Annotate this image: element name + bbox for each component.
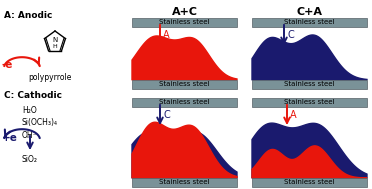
- Text: Stainless steel: Stainless steel: [284, 180, 335, 185]
- Text: A: A: [163, 30, 170, 40]
- Text: C: C: [163, 110, 170, 120]
- Text: Stainless steel: Stainless steel: [159, 180, 210, 185]
- Text: C: C: [287, 30, 294, 40]
- Text: Stainless steel: Stainless steel: [159, 81, 210, 88]
- Text: polypyrrole: polypyrrole: [28, 74, 71, 83]
- FancyBboxPatch shape: [132, 98, 237, 107]
- Text: -e: -e: [2, 60, 13, 70]
- Text: A: A: [290, 110, 296, 120]
- FancyBboxPatch shape: [252, 18, 367, 27]
- Text: N: N: [52, 37, 58, 43]
- FancyBboxPatch shape: [132, 18, 237, 27]
- Polygon shape: [252, 35, 367, 80]
- Text: SiO₂: SiO₂: [22, 155, 38, 164]
- Polygon shape: [132, 122, 237, 178]
- Text: +e: +e: [2, 133, 18, 143]
- Text: A: Anodic: A: Anodic: [4, 11, 52, 20]
- Text: OH⁻: OH⁻: [22, 131, 38, 140]
- FancyBboxPatch shape: [252, 98, 367, 107]
- Text: H₂O: H₂O: [22, 106, 37, 115]
- FancyBboxPatch shape: [132, 178, 237, 187]
- Text: Si(OCH₃)₄: Si(OCH₃)₄: [22, 118, 58, 127]
- Text: C+A: C+A: [296, 7, 323, 17]
- Text: C: Cathodic: C: Cathodic: [4, 91, 62, 100]
- Text: H: H: [52, 44, 57, 50]
- FancyBboxPatch shape: [252, 178, 367, 187]
- Polygon shape: [132, 132, 237, 178]
- Text: Stainless steel: Stainless steel: [284, 99, 335, 105]
- Text: Stainless steel: Stainless steel: [284, 19, 335, 26]
- FancyBboxPatch shape: [252, 80, 367, 89]
- Text: Stainless steel: Stainless steel: [284, 81, 335, 88]
- Text: A+C: A+C: [171, 7, 198, 17]
- FancyBboxPatch shape: [132, 80, 237, 89]
- Polygon shape: [252, 146, 367, 178]
- Text: Stainless steel: Stainless steel: [159, 99, 210, 105]
- Text: Stainless steel: Stainless steel: [159, 19, 210, 26]
- Polygon shape: [132, 36, 237, 80]
- Polygon shape: [252, 123, 367, 178]
